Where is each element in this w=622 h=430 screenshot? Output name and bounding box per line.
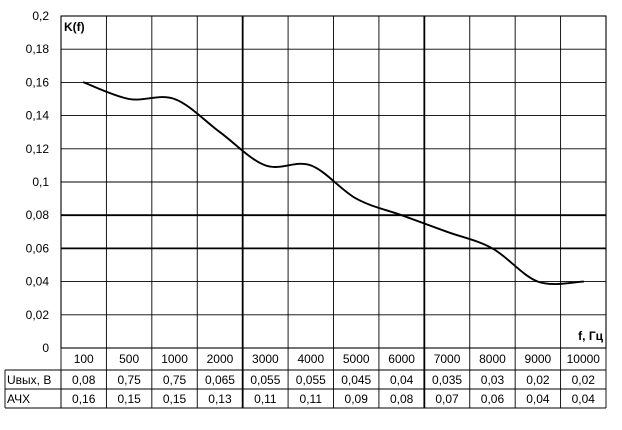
- x-tick-label: 6000: [388, 352, 415, 366]
- table-cell: 0,15: [117, 392, 141, 406]
- x-axis-label: f, Гц: [578, 329, 603, 343]
- x-tick-label: 5000: [343, 352, 370, 366]
- series-line: [82, 81, 585, 285]
- table-row-label: АЧХ: [7, 392, 30, 406]
- table-cell: 0,02: [526, 373, 550, 387]
- y-tick-label: 0,2: [32, 9, 49, 23]
- table-layer: [4, 347, 606, 409]
- table-cell: 0,045: [341, 373, 371, 387]
- table-cell: 0,035: [432, 373, 462, 387]
- y-tick-label: 0,16: [26, 75, 50, 89]
- table-cell: 0,08: [72, 373, 96, 387]
- label-layer: 0 0,02 0,04 0,06 0,08 0,1 0,12 0,14 0,16 0,18 0,2 1…: [7, 9, 604, 406]
- table-cell: 0,75: [117, 373, 141, 387]
- x-tick-label: 4000: [297, 352, 324, 366]
- x-tick-label: 7000: [434, 352, 461, 366]
- table-cell: 0,055: [296, 373, 326, 387]
- x-tick-label: 3000: [252, 352, 279, 366]
- table-cell: 0,04: [390, 373, 414, 387]
- table-cell: 0,03: [481, 373, 505, 387]
- x-tick-label: 8000: [479, 352, 506, 366]
- y-tick-label: 0,02: [26, 308, 50, 322]
- x-tick-label: 500: [119, 352, 139, 366]
- table-cell: 0,16: [72, 392, 96, 406]
- table-cell: 0,75: [163, 373, 187, 387]
- y-axis-label: K(f): [64, 20, 85, 34]
- table-cell: 0,04: [526, 392, 550, 406]
- series-layer: [82, 81, 585, 285]
- table-cell: 0,09: [345, 392, 369, 406]
- x-tick-label: 100: [74, 352, 94, 366]
- y-tick-label: 0,04: [26, 275, 50, 289]
- x-tick-label: 9000: [525, 352, 552, 366]
- y-tick-label: 0,14: [26, 109, 50, 123]
- table-cell: 0,11: [254, 392, 277, 406]
- y-tick-label: 0: [42, 341, 49, 355]
- table-cell: 0,07: [435, 392, 459, 406]
- table-row-label: Uвых, В: [7, 373, 51, 387]
- y-tick-label: 0,08: [26, 208, 50, 222]
- table-cell: 0,15: [163, 392, 187, 406]
- x-tick-label: 10000: [567, 352, 601, 366]
- y-tick-label: 0,18: [26, 42, 50, 56]
- y-tick-label: 0,12: [26, 142, 50, 156]
- table-cell: 0,065: [205, 373, 235, 387]
- grid-layer: [60, 15, 607, 408]
- x-tick-label: 2000: [207, 352, 234, 366]
- table-cell: 0,13: [208, 392, 232, 406]
- table-cell: 0,06: [481, 392, 505, 406]
- y-tick-label: 0,06: [26, 241, 50, 255]
- table-cell: 0,02: [572, 373, 596, 387]
- table-cell: 0,04: [572, 392, 596, 406]
- table-cell: 0,08: [390, 392, 414, 406]
- table-cell: 0,055: [250, 373, 280, 387]
- y-tick-label: 0,1: [32, 175, 49, 189]
- x-tick-label: 1000: [161, 352, 188, 366]
- table-cell: 0,11: [300, 392, 323, 406]
- heavy-grid-layer: [61, 16, 606, 408]
